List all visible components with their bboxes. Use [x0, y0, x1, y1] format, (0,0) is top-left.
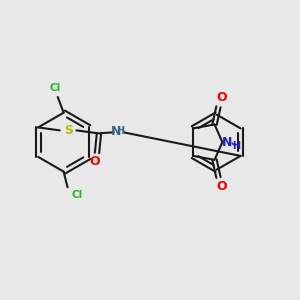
Text: Cl: Cl: [49, 83, 60, 93]
Text: Cl: Cl: [72, 190, 83, 200]
Text: O: O: [90, 155, 101, 168]
Text: O: O: [216, 92, 227, 104]
Text: H: H: [116, 126, 124, 136]
Text: H: H: [232, 141, 240, 151]
Text: N: N: [222, 136, 232, 148]
Text: N: N: [110, 125, 121, 138]
Text: S: S: [64, 124, 73, 137]
Text: O: O: [216, 180, 227, 193]
